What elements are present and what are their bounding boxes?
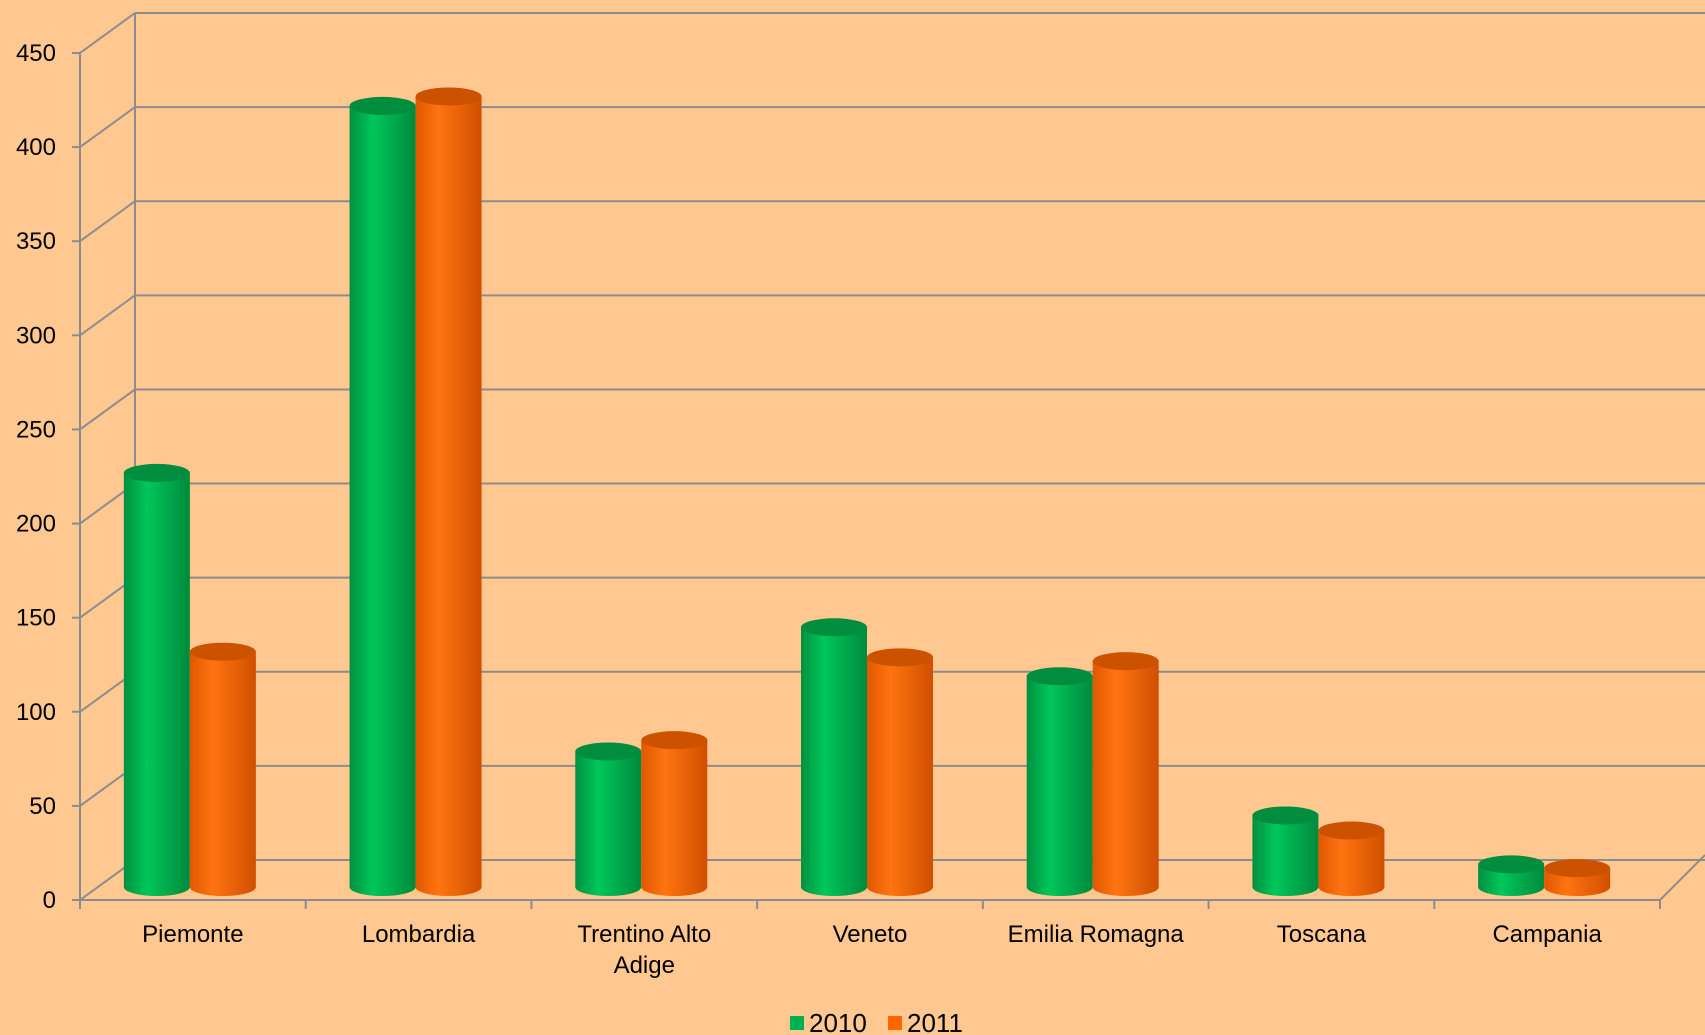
y-tick-label: 100: [16, 699, 56, 726]
bar-cap: [189, 642, 256, 661]
bar-2010-6: [1478, 855, 1545, 896]
bar-body: [867, 657, 933, 896]
y-tick-label: 0: [43, 887, 56, 914]
bar-cap: [641, 731, 708, 750]
bar-2010-3: [801, 618, 867, 896]
bar-body: [575, 751, 642, 896]
bar-2010-5: [1252, 806, 1319, 896]
gridline-diag: [79, 294, 136, 337]
y-tick-label: 400: [16, 134, 56, 161]
bar-2011-0: [189, 642, 256, 896]
bar-cap: [1026, 667, 1093, 686]
category-label: Veneto: [833, 921, 908, 948]
legend-label: 2010: [809, 1008, 867, 1035]
bar-body: [1092, 661, 1159, 896]
bar-body: [1026, 676, 1093, 896]
category-label: Trentino Alto: [577, 921, 711, 948]
bar-2011-6: [1544, 859, 1611, 896]
gridline-diag: [79, 200, 136, 243]
bar-cap: [1544, 859, 1611, 878]
bar-2011-2: [641, 731, 708, 896]
y-tick-label: 50: [29, 793, 56, 820]
legend-swatch: [790, 1016, 804, 1030]
bar-layer: [123, 87, 1611, 896]
bar-body: [1318, 830, 1385, 896]
label-layer: 0 50 100 150 200 250 300 350 400 450 Piemonte Lomba…: [16, 40, 1603, 979]
bar-2010-1: [349, 96, 416, 896]
bar-cap: [1092, 652, 1159, 671]
bar-body: [801, 627, 867, 896]
bar-2011-4: [1092, 652, 1159, 896]
category-label: Campania: [1492, 921, 1602, 948]
floor-edge: [1659, 854, 1705, 901]
legend-label: 2011: [907, 1008, 963, 1035]
bar-cap: [415, 87, 482, 106]
category-label: Toscana: [1277, 921, 1367, 948]
category-label: Emilia Romagna: [1008, 921, 1185, 948]
gridline-diag: [79, 106, 136, 148]
bar-body: [1478, 864, 1545, 896]
bar-body: [415, 96, 482, 896]
legend-item-2010: 2010: [790, 1008, 867, 1035]
bar-body: [349, 105, 416, 896]
bar-cap: [867, 648, 933, 667]
bar-cap: [349, 96, 416, 115]
legend-swatch: [888, 1016, 902, 1030]
gridline-diag: [79, 388, 136, 431]
legend: 2010 2011: [790, 1008, 963, 1035]
bar-body: [641, 740, 708, 896]
category-label: Piemonte: [142, 921, 243, 948]
legend-item-2011: 2011: [888, 1008, 963, 1035]
category-label: Adige: [614, 952, 675, 979]
bar-body: [1252, 815, 1319, 896]
y-tick-label: 150: [16, 605, 56, 632]
y-tick-label: 300: [16, 322, 56, 349]
bar-cap: [1478, 855, 1545, 874]
bar-cap: [1252, 806, 1319, 825]
bar-body: [123, 472, 190, 896]
bar-cap: [575, 742, 642, 761]
axis-layer: [72, 52, 1705, 909]
bar-body: [189, 651, 256, 896]
bar-2010-0: [123, 463, 190, 896]
bar-2011-3: [867, 648, 933, 896]
y-tick-label: 450: [16, 40, 56, 67]
bar-cap: [123, 463, 190, 482]
bar-cap: [801, 618, 867, 637]
gridline-diag: [79, 12, 136, 54]
category-label: Lombardia: [362, 921, 476, 948]
y-tick-label: 250: [16, 416, 56, 443]
y-tick-label: 350: [16, 228, 56, 255]
bar-2011-1: [415, 87, 482, 896]
y-tick-label: 200: [16, 511, 56, 538]
bar-2010-4: [1026, 667, 1093, 896]
bar-2010-2: [575, 742, 642, 896]
bar-2011-5: [1318, 821, 1385, 896]
bar-cap: [1318, 821, 1385, 840]
